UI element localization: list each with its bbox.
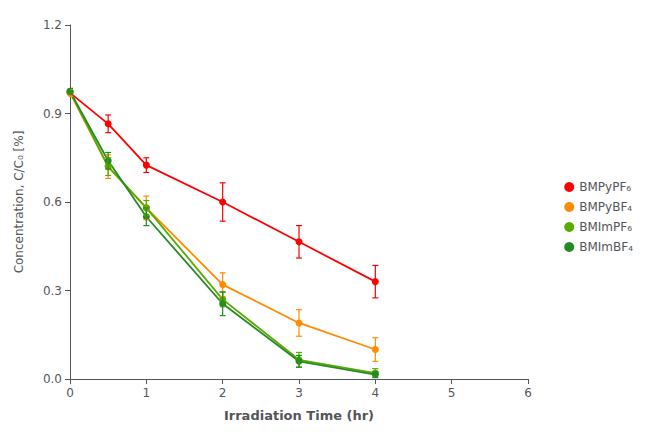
svg-text:BMImPF₆: BMImPF₆	[579, 220, 632, 234]
svg-text:2: 2	[219, 386, 227, 400]
svg-text:3: 3	[295, 386, 303, 400]
svg-text:1: 1	[143, 386, 151, 400]
svg-text:0: 0	[66, 386, 74, 400]
svg-text:BMImBF₄: BMImBF₄	[579, 240, 633, 254]
svg-text:BMPyBF₄: BMPyBF₄	[579, 200, 632, 214]
svg-text:4: 4	[372, 386, 380, 400]
svg-text:6: 6	[524, 386, 532, 400]
svg-text:BMPyPF₆: BMPyPF₆	[579, 180, 631, 194]
svg-text:0.0: 0.0	[43, 372, 62, 386]
svg-text:5: 5	[448, 386, 456, 400]
svg-text:0.6: 0.6	[43, 195, 62, 209]
svg-text:Concentration, C/C₀ [%]: Concentration, C/C₀ [%]	[12, 131, 26, 274]
svg-text:0.3: 0.3	[43, 284, 62, 298]
svg-text:Irradiation Time (hr): Irradiation Time (hr)	[224, 408, 374, 423]
svg-text:0.9: 0.9	[43, 107, 62, 121]
svg-text:1.2: 1.2	[43, 18, 62, 32]
